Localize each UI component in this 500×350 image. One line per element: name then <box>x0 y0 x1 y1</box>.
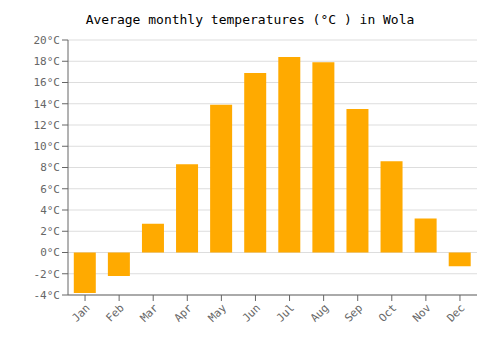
svg-text:16°C: 16°C <box>34 76 61 89</box>
svg-text:14°C: 14°C <box>34 98 61 111</box>
svg-text:8°C: 8°C <box>40 161 60 174</box>
html-text:Average monthly temperatures (: Average monthly temperatures (°C ) in Wo… <box>85 12 415 27</box>
svg-text:0°C: 0°C <box>40 246 60 259</box>
svg-text:18°C: 18°C <box>34 55 61 68</box>
svg-text:Feb: Feb <box>104 301 127 324</box>
svg-text:4°C: 4°C <box>40 204 60 217</box>
svg-text:-2°C: -2°C <box>34 268 61 281</box>
svg-text:Apr: Apr <box>172 301 196 325</box>
svg-text:May: May <box>206 301 230 325</box>
svg-text:20°C: 20°C <box>34 34 61 47</box>
svg-text:Nov: Nov <box>410 301 434 325</box>
svg-text:Mar: Mar <box>138 301 162 325</box>
svg-text:10°C: 10°C <box>34 140 61 153</box>
svg-text:Jun: Jun <box>240 301 263 324</box>
svg-text:6°C: 6°C <box>40 183 60 196</box>
svg-text:12°C: 12°C <box>34 119 61 132</box>
svg-text:Jan: Jan <box>69 301 92 324</box>
svg-text:2°C: 2°C <box>40 225 60 238</box>
svg-text:Dec: Dec <box>444 301 467 324</box>
svg-text:Aug: Aug <box>308 301 331 324</box>
svg-text:Jul: Jul <box>274 301 297 324</box>
svg-text:Oct: Oct <box>376 301 399 324</box>
svg-text:Sep: Sep <box>342 301 365 324</box>
svg-text:-4°C: -4°C <box>34 289 61 302</box>
